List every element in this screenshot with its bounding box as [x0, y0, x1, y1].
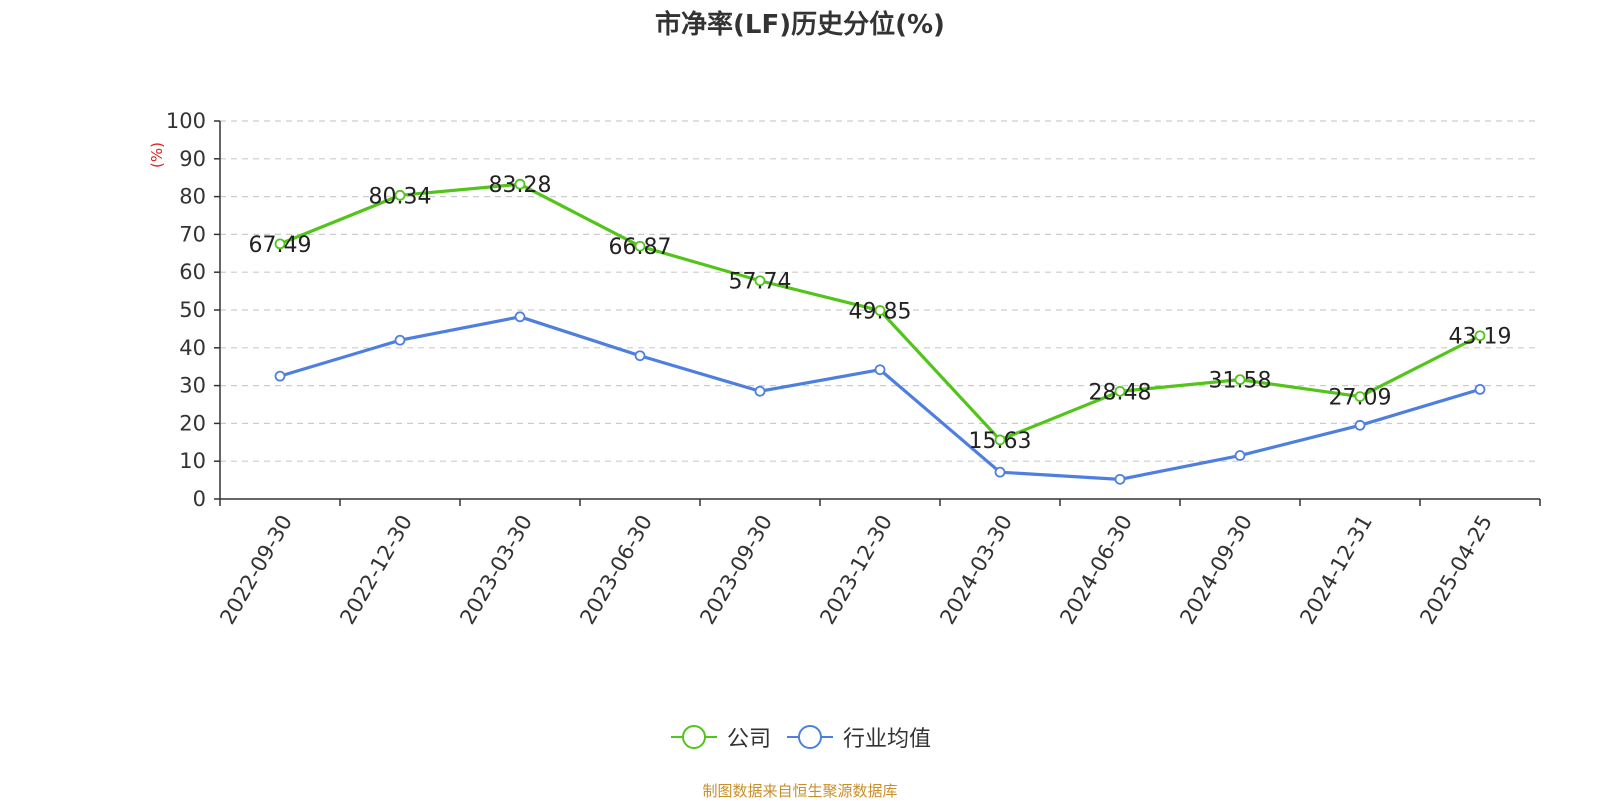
chart-title: 市净率(LF)历史分位(%)	[655, 10, 945, 40]
x-tick-label: 2025-04-25	[1415, 511, 1497, 629]
data-point	[274, 370, 286, 382]
x-tick-label: 2023-06-30	[575, 511, 657, 629]
source-note: 制图数据来自恒生聚源数据库	[702, 782, 898, 800]
y-tick-label: 20	[179, 411, 206, 435]
legend-circle	[682, 725, 706, 749]
legend-label: 公司	[727, 727, 772, 752]
data-label: 66.87	[609, 235, 672, 260]
legend-label: 行业均值	[843, 727, 932, 752]
x-tick-label: 2022-12-30	[335, 511, 417, 629]
data-point	[634, 350, 646, 362]
data-point	[994, 466, 1006, 478]
y-axis-label: (%)	[148, 142, 166, 168]
data-point	[1114, 385, 1126, 397]
data-point	[394, 189, 406, 201]
x-tick-label: 2023-12-30	[815, 511, 897, 629]
x-tick-label: 2022-09-30	[215, 511, 297, 629]
data-point	[1474, 383, 1486, 395]
data-point	[874, 364, 886, 376]
legend-marker-icon	[671, 725, 717, 749]
data-label: 83.28	[489, 173, 552, 198]
data-point	[754, 385, 766, 397]
data-point	[514, 178, 526, 190]
data-point	[1474, 330, 1486, 342]
legend-circle	[798, 725, 823, 749]
y-tick-label: 40	[179, 336, 206, 360]
data-point	[274, 238, 286, 250]
data-point	[514, 311, 526, 323]
y-tick-label: 30	[179, 374, 206, 398]
data-point	[1234, 374, 1246, 386]
data-label: 27.09	[1329, 386, 1392, 411]
x-tick-label: 2024-06-30	[1055, 511, 1137, 629]
x-tick-label: 2023-03-30	[455, 511, 537, 629]
data-label: 57.74	[729, 270, 792, 295]
data-label: 15.63	[969, 429, 1032, 454]
data-label: 31.58	[1209, 369, 1272, 394]
data-label: 28.48	[1089, 380, 1152, 405]
legend-item[interactable]: 行业均值	[785, 721, 931, 753]
data-label: 67.49	[249, 233, 312, 258]
series-line	[279, 315, 1481, 481]
y-tick-label: 10	[179, 449, 206, 473]
legend-marker-icon	[787, 725, 834, 749]
legend: 公司 行业均值	[669, 722, 945, 752]
data-point	[754, 275, 766, 287]
y-tick-label: 80	[179, 185, 206, 209]
y-tick-label: 0	[193, 487, 206, 511]
y-tick-label: 50	[179, 298, 206, 322]
data-point	[1354, 419, 1366, 431]
data-label: 80.34	[369, 184, 432, 209]
data-point	[394, 334, 406, 346]
data-point	[1114, 473, 1126, 485]
data-label: 43.19	[1449, 325, 1512, 350]
data-point	[634, 240, 646, 252]
data-labels: 67.49 80.34 83.28 66.87 57.74 49.85 15.63 28.48…	[249, 173, 1512, 454]
x-tick-label: 2024-03-30	[935, 511, 1017, 629]
y-tick-label: 100	[166, 109, 206, 133]
y-tick-label: 60	[179, 260, 206, 284]
legend-item[interactable]: 公司	[669, 721, 771, 753]
series-lines	[274, 178, 1486, 485]
y-tick-label: 70	[179, 222, 206, 246]
data-point	[1234, 450, 1246, 461]
x-tick-label: 2024-09-30	[1175, 511, 1257, 629]
x-tick-label: 2024-12-31	[1295, 511, 1377, 629]
data-point	[1354, 391, 1366, 402]
data-label: 49.85	[849, 300, 912, 325]
grid-lines	[220, 120, 1540, 462]
x-tick-label: 2023-09-30	[695, 511, 777, 629]
y-tick-label: 90	[179, 147, 206, 171]
data-point	[874, 305, 886, 316]
data-point	[994, 434, 1006, 446]
